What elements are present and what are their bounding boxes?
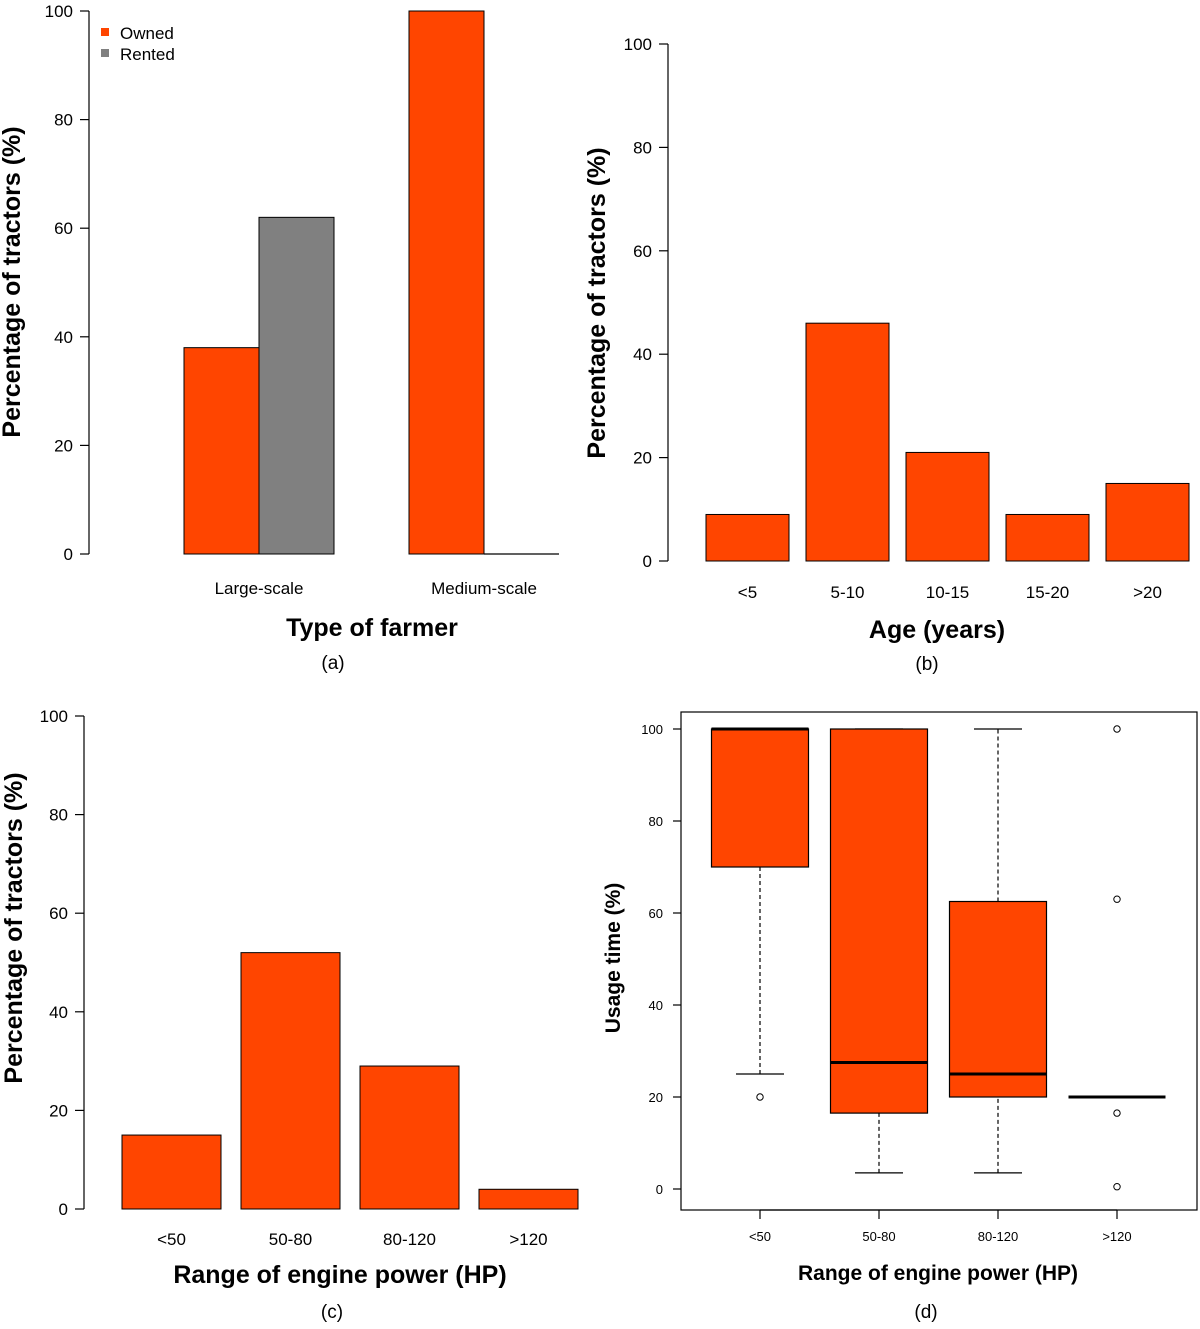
panel-b-y-tick-label: 20	[633, 449, 652, 468]
panel-b-x-tick-label: 10-15	[926, 583, 969, 602]
panel-c-bar	[121, 1134, 222, 1210]
panel-c-bar	[359, 1065, 460, 1210]
panel-d-x-tick-label: <50	[749, 1229, 771, 1244]
panel-b-x-tick-label: <5	[738, 583, 757, 602]
panel-a-legend-swatch-rented	[101, 49, 109, 57]
panel-d-y-tick-label: 40	[649, 998, 663, 1013]
panel-d-outlier	[1113, 895, 1121, 903]
panel-d-box	[710, 728, 810, 868]
panel-b-y-tick-label: 80	[633, 138, 652, 157]
panel-a-y-tick-label: 60	[54, 219, 73, 238]
panel-b-x-tick-label: 5-10	[830, 583, 864, 602]
panel-b-bar	[705, 513, 790, 562]
panel-b-x-tick-label: >20	[1133, 583, 1162, 602]
panel-d-y-tick-label: 100	[641, 722, 663, 737]
panel-c-y-tick-label: 100	[40, 707, 68, 726]
panel-b-bar	[1005, 513, 1090, 562]
panel-c-x-tick-label: 50-80	[269, 1230, 312, 1249]
panel-a-y-tick-label: 40	[54, 328, 73, 347]
panel-a-label: (a)	[321, 653, 344, 674]
panel-d-x-tick-label: 50-80	[862, 1229, 895, 1244]
panel-d-outlier	[756, 1093, 764, 1101]
panel-c-bar	[240, 952, 341, 1210]
panel-a-legend-rented: Rented	[120, 45, 175, 64]
panel-c-x-tick-label: >120	[509, 1230, 547, 1249]
panel-b-bar	[805, 322, 890, 562]
panel-b-bar	[1105, 482, 1190, 562]
panel-c-y-tick-label: 40	[49, 1003, 68, 1022]
panel-d-outlier	[1113, 725, 1121, 733]
panel-c-x-tick-label: <50	[157, 1230, 186, 1249]
panel-a-bar-rented	[258, 216, 335, 555]
panel-a-x-tick-label: Medium-scale	[431, 579, 537, 598]
panel-c-y-tick-label: 20	[49, 1101, 68, 1120]
panel-b-x-tick-label: 15-20	[1026, 583, 1069, 602]
panel-d-x-tick-label: 80-120	[978, 1229, 1018, 1244]
panel-d-x-axis-title: Range of engine power (HP)	[798, 1262, 1078, 1285]
panel-b-y-axis-title: Percentage of tractors (%)	[583, 147, 611, 458]
panel-c-y-tick-label: 80	[49, 806, 68, 825]
panel-a-y-tick-label: 0	[64, 545, 73, 564]
panel-b-y-tick-label: 0	[643, 552, 652, 571]
panel-a-legend-owned: Owned	[120, 24, 174, 43]
panel-c-y-axis-title: Percentage of tractors (%)	[0, 772, 28, 1083]
panel-d-label: (d)	[914, 1302, 937, 1323]
panel-c-y-tick-label: 60	[49, 904, 68, 923]
panel-d-box	[948, 900, 1048, 1098]
panel-a-x-axis-title: Type of farmer	[286, 614, 458, 642]
panel-b-y-tick-label: 40	[633, 345, 652, 364]
panel-a-bar-owned	[408, 10, 485, 555]
panel-d-y-tick-label: 0	[656, 1182, 663, 1197]
panel-d-x-tick-label: >120	[1102, 1229, 1131, 1244]
panel-d-box	[829, 728, 929, 1114]
panel-a-y-axis-title: Percentage of tractors (%)	[0, 126, 26, 437]
panel-d-outlier	[1113, 1109, 1121, 1117]
panel-b-bar	[905, 451, 990, 562]
panel-b-label: (b)	[915, 654, 938, 675]
panel-d-y-tick-label: 60	[649, 906, 663, 921]
panel-a-y-tick-label: 100	[45, 2, 73, 21]
panel-d-outlier	[1113, 1183, 1121, 1191]
panel-a-x-tick-label: Large-scale	[215, 579, 304, 598]
panel-a-y-tick-label: 20	[54, 436, 73, 455]
panel-b-x-axis-title: Age (years)	[869, 616, 1005, 644]
panel-a-y-tick-label: 80	[54, 111, 73, 130]
panel-b-y-tick-label: 60	[633, 242, 652, 261]
panel-d-y-axis-title: Usage time (%)	[602, 883, 625, 1034]
panel-d-y-tick-label: 80	[649, 814, 663, 829]
panel-c-y-tick-label: 0	[59, 1200, 68, 1219]
panel-b-y-tick-label: 100	[624, 35, 652, 54]
panel-d-y-tick-label: 20	[649, 1090, 663, 1105]
panel-a-legend-swatch-owned	[101, 28, 109, 36]
panel-c-label: (c)	[321, 1302, 343, 1323]
panel-c-x-tick-label: 80-120	[383, 1230, 436, 1249]
panel-c-x-axis-title: Range of engine power (HP)	[173, 1261, 506, 1289]
panel-c-bar	[478, 1188, 579, 1210]
panel-a-bar-owned	[183, 347, 260, 555]
